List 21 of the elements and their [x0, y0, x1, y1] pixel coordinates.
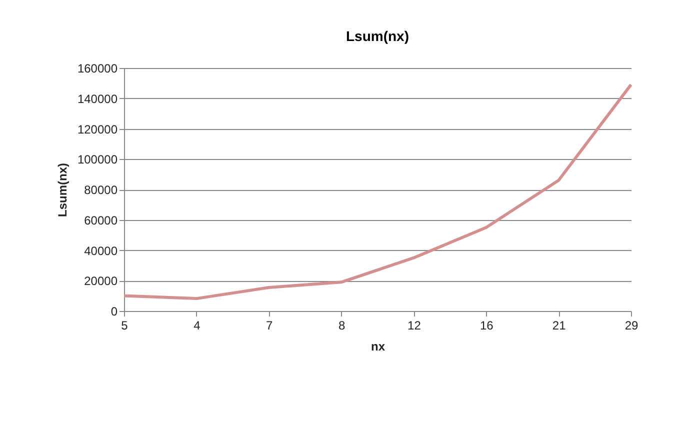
x-tick-label: 8 [338, 318, 346, 332]
x-axis-title: nx [370, 340, 386, 354]
x-tick-label: 16 [480, 318, 494, 332]
y-tick-label: 100000 [77, 152, 118, 167]
y-tick-label: 40000 [84, 244, 118, 258]
y-tick-label: 160000 [77, 62, 118, 76]
y-tick-label: 0 [110, 304, 118, 318]
line-series [122, 83, 632, 300]
y-axis-title: Lsum(nx) [55, 162, 70, 217]
y-tick-label: 120000 [77, 122, 118, 136]
y-tick-label: 80000 [84, 183, 118, 197]
x-tick-label: 21 [552, 318, 566, 332]
y-tick-label: 140000 [77, 92, 118, 106]
y-tick-label: 60000 [84, 213, 118, 228]
x-tick-label: 12 [408, 318, 422, 332]
x-tick-label: 5 [121, 318, 128, 332]
x-tick-label: 7 [266, 318, 274, 332]
x-tick-label: 29 [624, 318, 638, 332]
x-tick-label: 4 [194, 318, 201, 332]
y-tick-label: 20000 [84, 274, 118, 288]
chart-title: Lsum(nx) [346, 28, 409, 44]
